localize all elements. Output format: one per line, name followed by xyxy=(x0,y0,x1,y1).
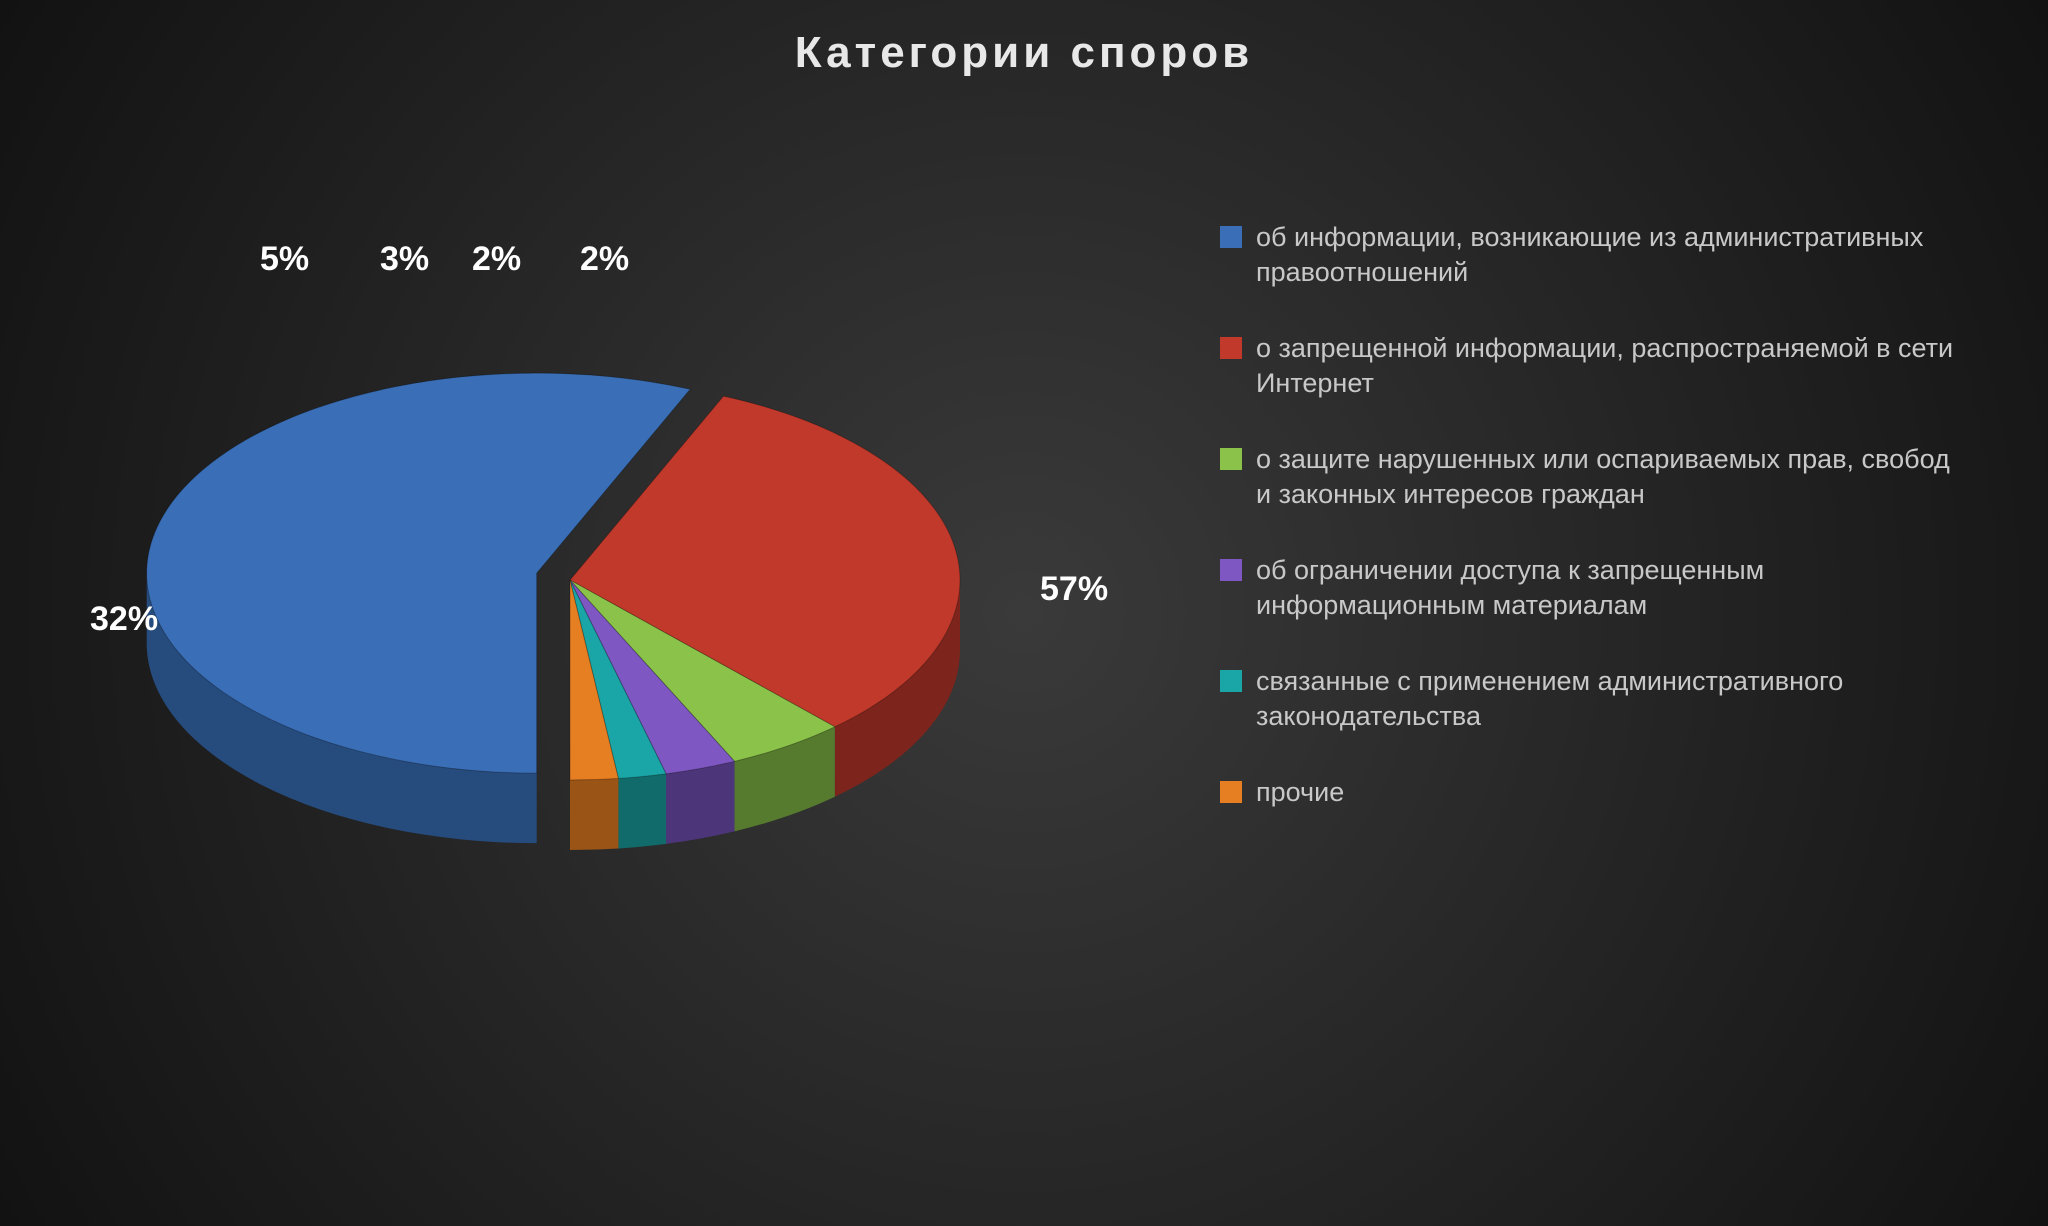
legend-label: прочие xyxy=(1256,775,1344,810)
slice-label: 2% xyxy=(472,240,521,278)
slice-label: 5% xyxy=(260,240,309,278)
legend-label: связанные с применением административног… xyxy=(1256,664,1960,733)
legend-marker xyxy=(1220,559,1242,581)
legend-marker xyxy=(1220,448,1242,470)
legend: об информации, возникающие из администра… xyxy=(1220,220,1960,852)
legend-item: об ограничении доступа к запрещенным инф… xyxy=(1220,553,1960,622)
slice-label: 32% xyxy=(90,600,158,638)
legend-item: о запрещенной информации, распространяем… xyxy=(1220,331,1960,400)
pie-slice-side xyxy=(666,761,734,844)
pie-slice-side xyxy=(570,778,618,850)
legend-item: об информации, возникающие из администра… xyxy=(1220,220,1960,289)
slice-label: 2% xyxy=(580,240,629,278)
legend-item: прочие xyxy=(1220,775,1960,810)
legend-label: о запрещенной информации, распространяем… xyxy=(1256,331,1960,400)
legend-marker xyxy=(1220,226,1242,248)
legend-label: о защите нарушенных или оспариваемых пра… xyxy=(1256,442,1960,511)
slice-label: 57% xyxy=(1040,570,1108,608)
slice-label: 3% xyxy=(380,240,429,278)
legend-label: об ограничении доступа к запрещенным инф… xyxy=(1256,553,1960,622)
legend-item: о защите нарушенных или оспариваемых пра… xyxy=(1220,442,1960,511)
pie-chart: 57% 32% 5% 3% 2% 2% xyxy=(40,180,1190,1000)
chart-title: Категории споров xyxy=(0,28,2048,78)
legend-marker xyxy=(1220,670,1242,692)
legend-marker xyxy=(1220,781,1242,803)
legend-marker xyxy=(1220,337,1242,359)
legend-item: связанные с применением административног… xyxy=(1220,664,1960,733)
pie-slice-side xyxy=(618,774,666,849)
chart-stage: Категории споров 57% 32% 5% 3% 2% 2% об инфор… xyxy=(0,0,2048,1226)
legend-label: об информации, возникающие из администра… xyxy=(1256,220,1960,289)
